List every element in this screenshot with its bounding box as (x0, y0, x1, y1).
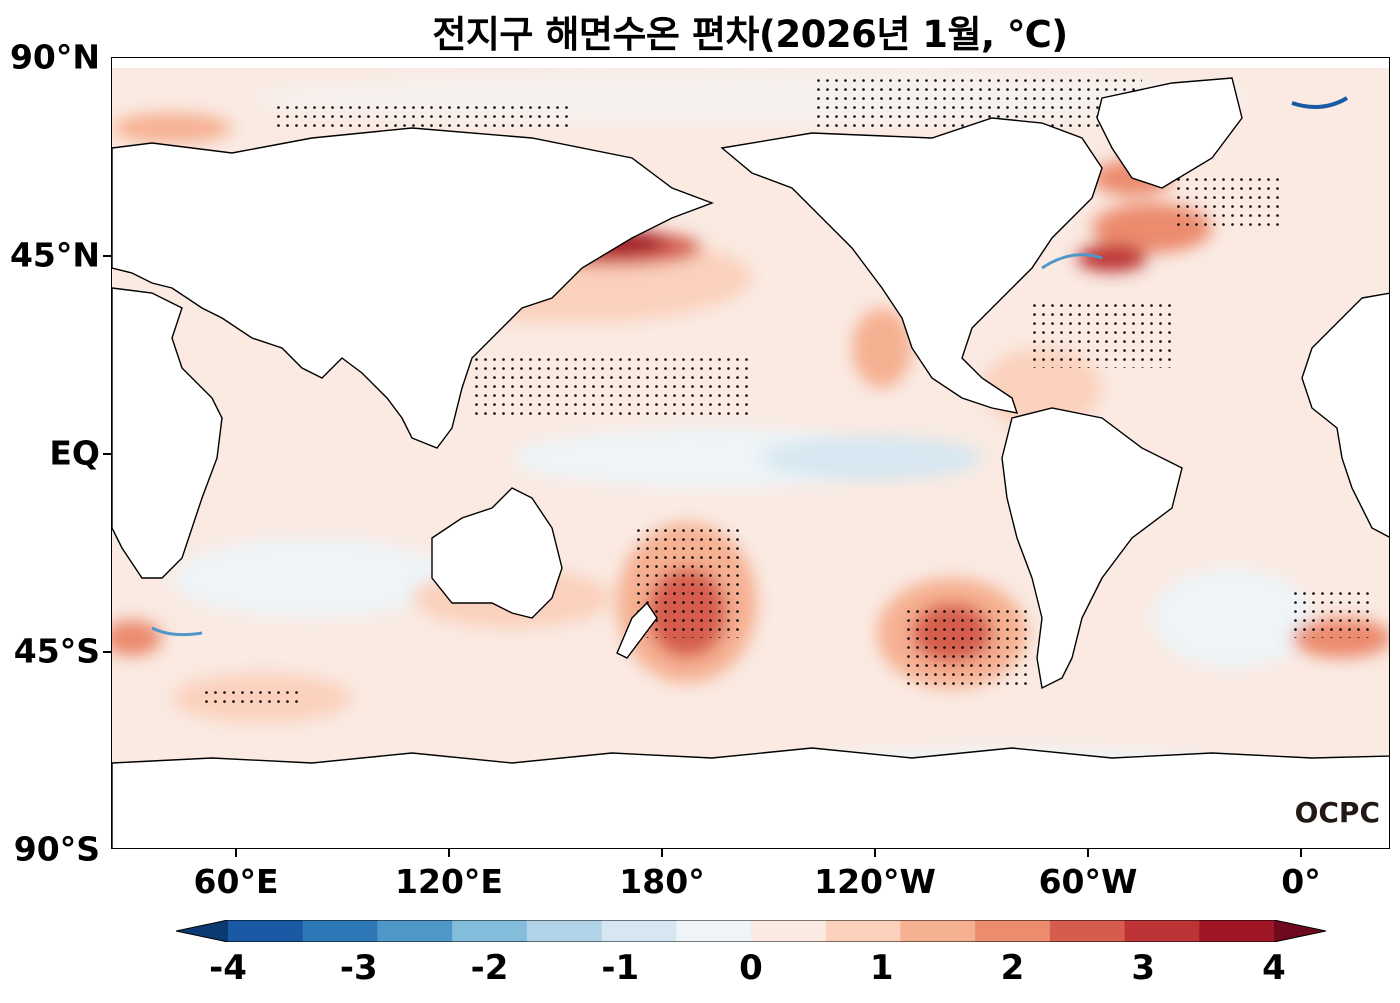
colorbar-extend-low (176, 920, 228, 942)
colorbar-swatch (825, 920, 901, 942)
colorbar-swatch (1049, 920, 1126, 942)
lon-label-0: 0° (1281, 862, 1321, 901)
lat-tick (103, 453, 111, 455)
lat-label-90s: 90°S (13, 829, 100, 869)
colorbar-swatch (1199, 920, 1275, 942)
colorbar-swatch (1124, 920, 1200, 942)
colorbar (176, 920, 1326, 942)
colorbar-tick-label: 2 (1000, 948, 1025, 988)
lon-tick (661, 849, 663, 857)
south-indian-blue-streak (151, 626, 203, 637)
lat-label-eq: EQ (49, 433, 100, 473)
lon-label-60w: 60°W (1038, 862, 1138, 901)
colorbar-extend-high (1274, 920, 1326, 942)
colorbar-tick-label: -2 (470, 948, 509, 988)
lon-tick (235, 849, 237, 857)
colorbar-swatch (676, 920, 752, 942)
lon-tick (1087, 849, 1089, 857)
colorbar-tick-label: -4 (209, 948, 247, 988)
arctic-blue-streak (1291, 96, 1349, 109)
lon-label-60e: 60°E (193, 862, 279, 901)
lon-tick (1300, 849, 1302, 857)
colorbar-swatch (975, 920, 1051, 942)
lat-tick (103, 255, 111, 257)
colorbar-swatch (452, 920, 528, 942)
lon-tick (874, 849, 876, 857)
lat-tick (103, 651, 111, 653)
colorbar-tick-label: -1 (601, 948, 640, 988)
colorbar-swatch (601, 920, 677, 942)
colorbar-swatch (228, 920, 304, 942)
lon-label-120e: 120°E (395, 862, 503, 901)
colorbar-tick-label: 3 (1131, 948, 1156, 988)
gulf-stream-blue-streak (1041, 253, 1103, 270)
lat-label-45n: 45°N (9, 235, 100, 275)
land (112, 58, 1389, 848)
lat-label-90n: 90°N (9, 37, 100, 77)
lon-label-120w: 120°W (814, 862, 936, 901)
map-canvas (112, 58, 1389, 848)
ocpc-logo: OCPC (1294, 796, 1380, 829)
lon-label-180: 180° (619, 862, 705, 901)
colorbar-swatch (302, 920, 378, 942)
map-title: 전지구 해면수온 편차(2026년 1월, ℃) (432, 13, 1068, 56)
sst-anomaly-map (111, 57, 1390, 849)
colorbar-tick-label: 4 (1262, 948, 1286, 988)
lat-label-45s: 45°S (13, 631, 100, 671)
colorbar-swatch (377, 920, 453, 942)
colorbar-tick-label: 0 (739, 948, 763, 988)
colorbar-tick-label: -3 (339, 948, 378, 988)
colorbar-tick-label: 1 (869, 948, 894, 988)
colorbar-swatch (900, 920, 976, 942)
colorbar-swatch (526, 920, 603, 942)
colorbar-swatch (751, 920, 827, 942)
lon-tick (448, 849, 450, 857)
